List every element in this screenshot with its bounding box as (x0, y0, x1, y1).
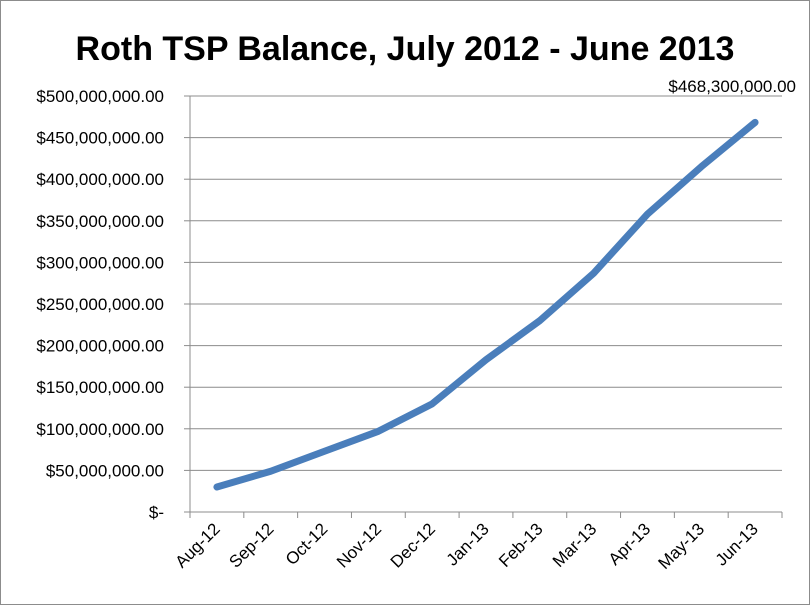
series-line (213, 118, 759, 491)
x-tick-label: Mar-13 (549, 519, 601, 571)
data-label: $468,300,000.00 (668, 77, 796, 96)
y-tick-label: $350,000,000.00 (36, 212, 164, 231)
y-tick-label: $150,000,000.00 (36, 378, 164, 397)
y-tick-label: $- (149, 503, 164, 522)
x-tick-label: Sep-12 (225, 519, 277, 571)
axes (184, 95, 783, 518)
x-axis-ticks: Aug-12 Sep-12 Oct-12 Nov-12 Dec-12 Jan-13 Feb-… (172, 519, 762, 573)
x-tick-label: Jan-13 (443, 519, 493, 569)
x-tick-label: Jun-13 (712, 519, 762, 569)
x-tick-label: Dec-12 (387, 519, 439, 571)
series (213, 118, 759, 491)
y-tick-label: $500,000,000.00 (36, 87, 164, 106)
x-tick-label: Oct-12 (282, 519, 332, 569)
x-tick-label: Apr-13 (605, 519, 655, 569)
y-tick-label: $200,000,000.00 (36, 337, 164, 356)
chart-title: Roth TSP Balance, July 2012 - June 2013 (76, 30, 735, 68)
x-tick-label: May-13 (655, 519, 709, 573)
y-tick-label: $100,000,000.00 (36, 420, 164, 439)
x-tick-label: Aug-12 (172, 519, 224, 571)
y-tick-label: $450,000,000.00 (36, 129, 164, 148)
gridlines (190, 95, 782, 471)
y-tick-label: $400,000,000.00 (36, 170, 164, 189)
y-tick-label: $50,000,000.00 (46, 461, 164, 480)
y-tick-label: $300,000,000.00 (36, 253, 164, 272)
y-tick-label: $250,000,000.00 (36, 295, 164, 314)
x-tick-label: Feb-13 (495, 519, 547, 571)
x-tick-label: Nov-12 (333, 519, 385, 571)
y-axis-ticks: $- $50,000,000.00 $100,000,000.00 $150,000,… (36, 87, 164, 522)
